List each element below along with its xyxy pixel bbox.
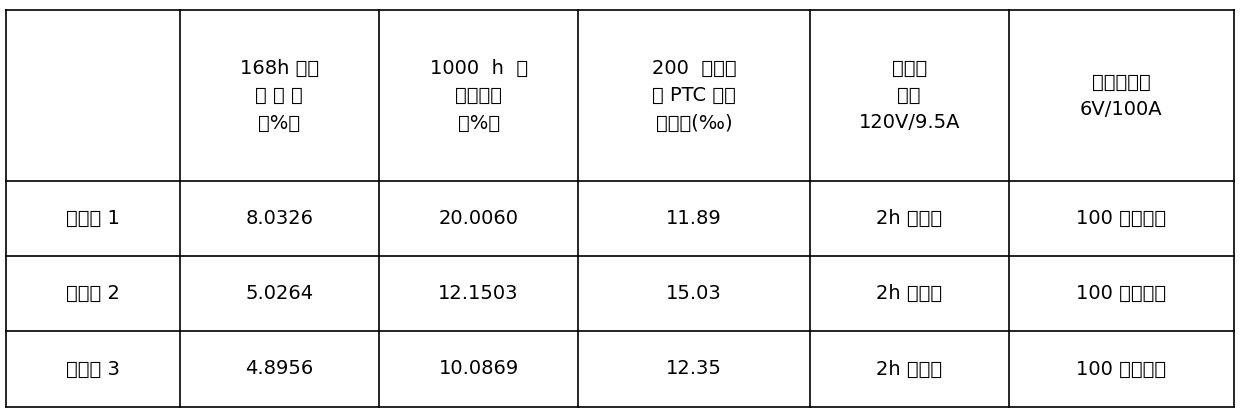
Text: 12.1503: 12.1503 <box>439 284 518 303</box>
Text: 2h 未冒烟: 2h 未冒烟 <box>877 284 942 303</box>
Text: 8.0326: 8.0326 <box>246 209 314 228</box>
Text: 4.8956: 4.8956 <box>246 359 314 379</box>
Text: 实施例 1: 实施例 1 <box>66 209 120 228</box>
Text: 100 次无冒烟: 100 次无冒烟 <box>1076 284 1167 303</box>
Text: 5.0264: 5.0264 <box>246 284 314 303</box>
Text: 实施例 2: 实施例 2 <box>66 284 120 303</box>
Text: 100 次无冒烟: 100 次无冒烟 <box>1076 359 1167 379</box>
Text: 耐电流性能
6V/100A: 耐电流性能 6V/100A <box>1080 73 1163 119</box>
Text: 2h 未冒烟: 2h 未冒烟 <box>877 209 942 228</box>
Text: 100 次无冒烟: 100 次无冒烟 <box>1076 209 1167 228</box>
Text: 1000  h  内
阻变化率
（%）: 1000 h 内 阻变化率 （%） <box>429 59 528 133</box>
Text: 168h 内阻
变 化 率
（%）: 168h 内阻 变 化 率 （%） <box>239 59 319 133</box>
Text: 10.0869: 10.0869 <box>439 359 518 379</box>
Text: 12.35: 12.35 <box>666 359 722 379</box>
Text: 200  次循环
后 PTC 强度
变化率(‰): 200 次循环 后 PTC 强度 变化率(‰) <box>651 59 737 133</box>
Text: 耐电压
性能
120V/9.5A: 耐电压 性能 120V/9.5A <box>858 59 960 133</box>
Text: 15.03: 15.03 <box>666 284 722 303</box>
Text: 20.0060: 20.0060 <box>439 209 518 228</box>
Text: 实施例 3: 实施例 3 <box>66 359 120 379</box>
Text: 2h 未冒烟: 2h 未冒烟 <box>877 359 942 379</box>
Text: 11.89: 11.89 <box>666 209 722 228</box>
